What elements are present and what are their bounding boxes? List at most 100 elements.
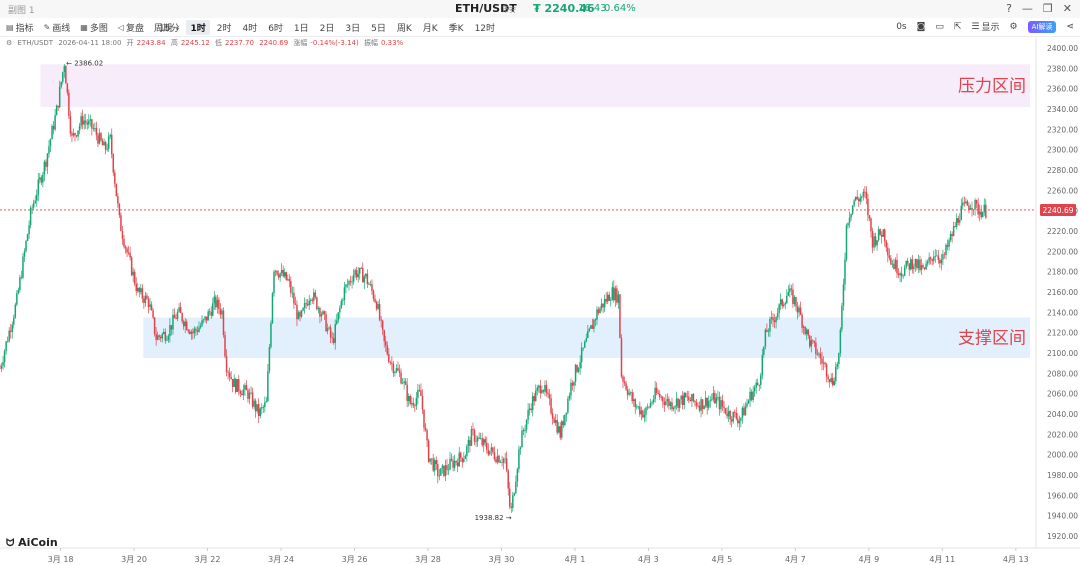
export-icon[interactable]: ⇱ xyxy=(953,21,962,32)
multi-chart-button[interactable]: ▦ 多图 xyxy=(80,23,108,34)
candle xyxy=(847,222,849,229)
candle xyxy=(187,328,190,334)
candle xyxy=(920,258,923,276)
candle-body xyxy=(571,382,574,386)
candle xyxy=(274,270,277,277)
period-tab[interactable]: 月K xyxy=(422,24,438,34)
period-tab[interactable]: 2日 xyxy=(319,24,335,34)
candle-body xyxy=(55,105,58,116)
candle xyxy=(384,336,387,352)
save-icon[interactable]: ▭ xyxy=(935,21,944,32)
candle xyxy=(296,300,298,327)
period-tab[interactable]: 6时 xyxy=(268,24,283,34)
candle xyxy=(205,316,208,324)
period-tab[interactable]: 4时 xyxy=(242,24,258,34)
candle-body xyxy=(91,119,93,129)
period-tab[interactable]: 3日 xyxy=(345,24,361,34)
period-tab[interactable]: 12时 xyxy=(474,24,496,34)
candle-body xyxy=(447,469,450,471)
help-icon[interactable]: ? xyxy=(1006,2,1012,15)
candle-body xyxy=(78,125,81,131)
period-tab[interactable]: 周K xyxy=(396,24,412,34)
candle xyxy=(127,245,130,256)
candle-body xyxy=(201,320,203,326)
candle xyxy=(891,259,894,268)
candle xyxy=(841,302,843,333)
candle-body xyxy=(867,198,869,216)
candle-body xyxy=(782,304,785,307)
period-tab[interactable]: 5日 xyxy=(371,24,386,34)
settings-small-icon[interactable]: ⚙ xyxy=(6,39,13,47)
candle xyxy=(737,413,739,428)
candle-body xyxy=(395,368,398,372)
close-icon[interactable]: ✕ xyxy=(1062,2,1072,15)
candle xyxy=(55,104,58,116)
candle xyxy=(71,131,73,143)
candle-body xyxy=(544,385,546,392)
minimize-icon[interactable]: — xyxy=(1021,2,1033,15)
candle-body xyxy=(677,398,679,408)
candle-body xyxy=(62,72,64,82)
candle xyxy=(856,189,858,201)
candle xyxy=(476,435,479,447)
candle-body xyxy=(600,303,603,309)
candle-body xyxy=(16,293,18,305)
candle xyxy=(339,305,341,319)
last-price: ₮ 2240.46 xyxy=(533,2,595,15)
period-tab[interactable]: 季K xyxy=(448,24,464,34)
draw-line-button[interactable]: ✎ 画线 xyxy=(43,23,71,34)
candle-body xyxy=(948,240,950,247)
candle xyxy=(850,213,852,222)
settings-icon[interactable]: ⚙ xyxy=(1009,21,1018,32)
display-button[interactable]: ☰ 显示 xyxy=(971,21,1000,34)
candle-body xyxy=(946,244,949,247)
restore-icon[interactable]: ❐ xyxy=(1042,2,1053,15)
candle-body xyxy=(833,381,835,386)
info-amplitude: 0.33% xyxy=(380,39,404,47)
candle xyxy=(267,364,269,402)
period-tab[interactable]: 1时 xyxy=(186,20,210,35)
indicator-button[interactable]: ▤ 指标 xyxy=(6,23,34,34)
candle xyxy=(411,396,413,409)
candle xyxy=(13,314,15,329)
candle-body xyxy=(864,191,866,193)
candle xyxy=(890,255,892,265)
period-tab[interactable]: 15分 xyxy=(159,24,180,34)
candle xyxy=(265,396,268,403)
candle xyxy=(978,204,981,222)
candle-body xyxy=(37,179,40,195)
camera-icon[interactable]: ◙ xyxy=(916,21,926,32)
period-tab[interactable]: 2时 xyxy=(216,24,232,34)
period-tab[interactable]: 1日 xyxy=(293,24,309,34)
symbol-title[interactable]: ETH/USDT xyxy=(455,2,517,15)
candle-body xyxy=(698,405,701,411)
candle-body xyxy=(0,365,3,369)
candle xyxy=(625,380,627,391)
candle xyxy=(133,269,136,287)
candle-body xyxy=(807,329,809,336)
candle xyxy=(574,363,577,386)
period-dropdown[interactable]: 周期 ⌄ xyxy=(154,23,181,34)
candle xyxy=(84,113,87,129)
candle-body xyxy=(836,364,839,367)
candle-body xyxy=(570,382,572,396)
candle xyxy=(567,396,569,415)
info-datetime: 2026-04-11 18:00 xyxy=(58,39,122,47)
share-icon[interactable]: ⋖ xyxy=(1066,21,1074,32)
candle xyxy=(57,105,59,111)
candle-body xyxy=(750,391,753,400)
candle-body xyxy=(689,400,692,402)
replay-button[interactable]: ◁ 复盘 xyxy=(117,23,145,34)
candle-body xyxy=(971,208,973,210)
candle xyxy=(264,396,266,413)
candle-body xyxy=(772,317,774,321)
candle-body xyxy=(681,395,684,405)
candle xyxy=(838,352,840,369)
candle xyxy=(207,309,209,321)
candle xyxy=(374,294,376,304)
ai-analysis-button[interactable]: AI解读 xyxy=(1027,20,1057,33)
candle-body xyxy=(838,353,840,365)
candle-body xyxy=(279,273,281,278)
candle xyxy=(161,332,164,343)
